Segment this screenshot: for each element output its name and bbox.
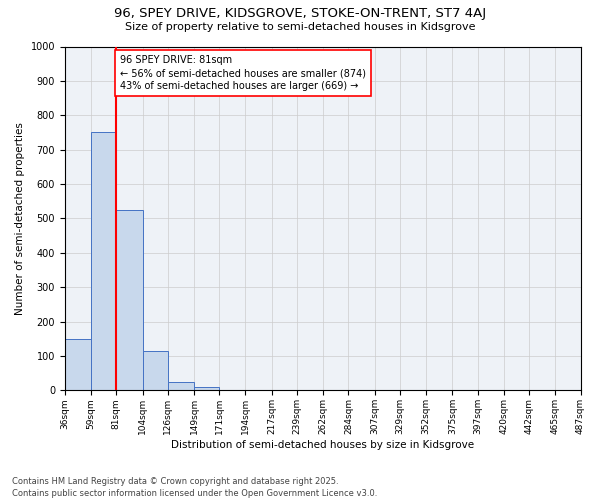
Text: Size of property relative to semi-detached houses in Kidsgrove: Size of property relative to semi-detach… xyxy=(125,22,475,32)
Bar xyxy=(91,132,116,390)
Text: 96 SPEY DRIVE: 81sqm
← 56% of semi-detached houses are smaller (874)
43% of semi: 96 SPEY DRIVE: 81sqm ← 56% of semi-detac… xyxy=(119,55,365,92)
Bar xyxy=(143,351,167,391)
Bar xyxy=(194,387,219,390)
X-axis label: Distribution of semi-detached houses by size in Kidsgrove: Distribution of semi-detached houses by … xyxy=(171,440,474,450)
Bar xyxy=(167,382,194,390)
Text: Contains HM Land Registry data © Crown copyright and database right 2025.
Contai: Contains HM Land Registry data © Crown c… xyxy=(12,476,377,498)
Bar xyxy=(65,339,91,390)
Bar xyxy=(116,210,143,390)
Y-axis label: Number of semi-detached properties: Number of semi-detached properties xyxy=(15,122,25,315)
Text: 96, SPEY DRIVE, KIDSGROVE, STOKE-ON-TRENT, ST7 4AJ: 96, SPEY DRIVE, KIDSGROVE, STOKE-ON-TREN… xyxy=(114,8,486,20)
